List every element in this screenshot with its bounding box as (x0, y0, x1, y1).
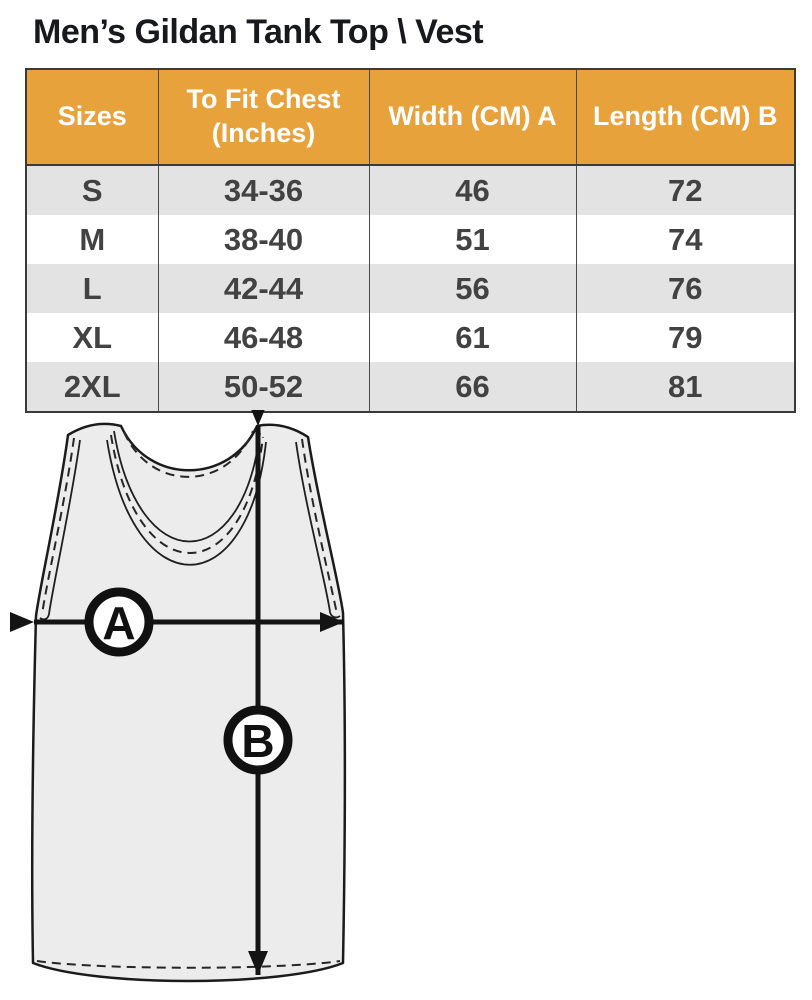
size-cell: M (26, 215, 158, 264)
badge-a-label: A (102, 597, 135, 649)
left-armhole-stitch-line (41, 437, 75, 616)
hem-stitch-line (36, 960, 341, 969)
tank-top-outline (30, 422, 347, 983)
header-row: Sizes To Fit Chest (Inches) Width (CM) A… (26, 69, 795, 166)
chest-cell: 38-40 (157, 215, 369, 264)
chest-cell: 42-44 (157, 264, 369, 313)
column-header-length: Length (CM) B (575, 69, 795, 166)
column-header-width: Width (CM) A (368, 69, 576, 166)
size-cell: XL (26, 313, 158, 362)
length-cell: 74 (575, 215, 795, 264)
badge-b-circle (223, 705, 293, 775)
table-row: S 34-36 46 72 (26, 165, 795, 215)
length-cell: 76 (575, 264, 795, 313)
badge-b-label: B (241, 715, 274, 767)
width-cell: 51 (368, 215, 576, 264)
badge-a-circle (84, 587, 154, 657)
column-header-sizes: Sizes (26, 69, 158, 166)
chest-cell: 34-36 (157, 165, 369, 215)
length-cell: 79 (575, 313, 795, 362)
width-cell: 56 (368, 264, 576, 313)
length-cell: 72 (575, 165, 795, 215)
width-cell: 66 (368, 362, 576, 412)
neckband-stitch-line (123, 430, 254, 478)
table-row: L 42-44 56 76 (26, 264, 795, 313)
chest-cell: 46-48 (157, 313, 369, 362)
width-cell: 46 (368, 165, 576, 215)
tank-top-measurement-diagram: A B (10, 410, 347, 983)
width-cell: 61 (368, 313, 576, 362)
column-header-chest: To Fit Chest (Inches) (157, 69, 369, 166)
size-chart-table: Sizes To Fit Chest (Inches) Width (CM) A… (25, 68, 796, 413)
right-armhole-stitch-line (301, 438, 338, 615)
measurement-badge-a: A (84, 587, 154, 657)
chest-cell: 50-52 (157, 362, 369, 412)
table-row: 2XL 50-52 66 81 (26, 362, 795, 412)
measurement-badge-b: B (223, 705, 293, 775)
size-cell: L (26, 264, 158, 313)
page-title: Men’s Gildan Tank Top \ Vest (33, 13, 484, 51)
size-cell: S (26, 165, 158, 215)
size-cell: 2XL (26, 362, 158, 412)
length-cell: 81 (575, 362, 795, 412)
table-row: M 38-40 51 74 (26, 215, 795, 264)
table-row: XL 46-48 61 79 (26, 313, 795, 362)
